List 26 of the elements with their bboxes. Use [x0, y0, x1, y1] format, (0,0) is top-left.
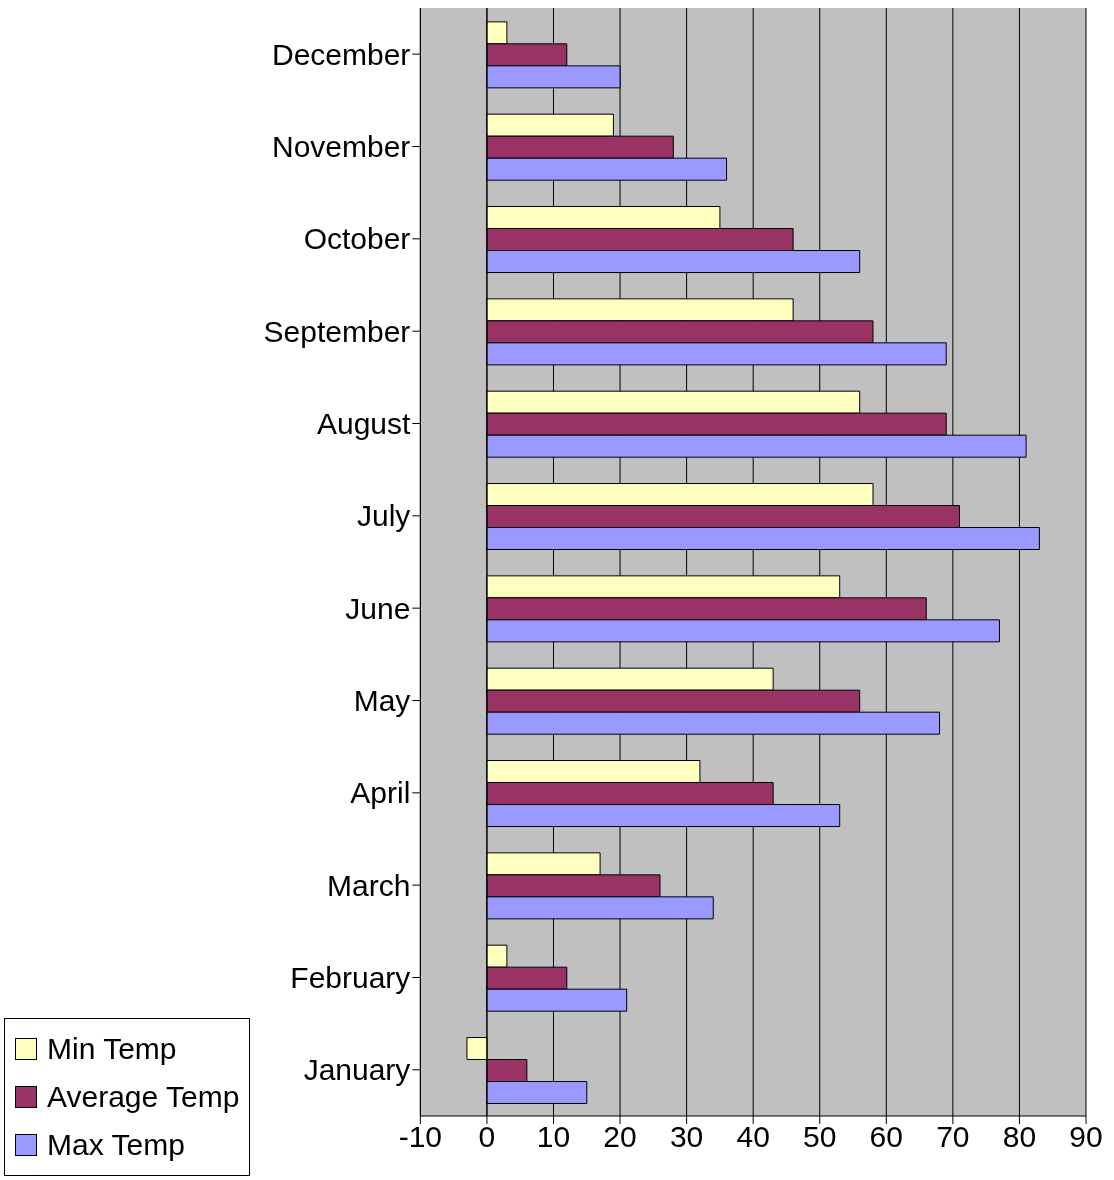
x-tick-label: 80: [1002, 1120, 1037, 1154]
y-tick-label: October: [303, 222, 411, 256]
legend-label: Min Temp: [47, 1032, 177, 1066]
y-tick-label: September: [263, 314, 411, 348]
y-tick-label: March: [327, 868, 411, 902]
x-tick-label: 50: [803, 1120, 837, 1154]
x-tick-label: 10: [536, 1120, 571, 1154]
y-tick-label: January: [303, 1053, 411, 1087]
x-tick-label: 30: [669, 1120, 704, 1154]
x-tick-label: 40: [736, 1120, 770, 1154]
x-tick-label: 20: [603, 1120, 637, 1154]
legend-label: Max Temp: [47, 1128, 185, 1162]
y-tick-label: February: [290, 961, 411, 995]
x-tick-label: 60: [869, 1120, 903, 1154]
y-tick-label: April: [350, 776, 411, 810]
y-tick-label: June: [345, 591, 411, 625]
y-tick-label: December: [271, 37, 411, 71]
y-tick-label: July: [357, 499, 411, 533]
y-tick-label: August: [316, 407, 412, 441]
x-tick-label: -10: [398, 1120, 443, 1154]
legend-label: Average Temp: [47, 1080, 240, 1114]
x-tick-label: 0: [478, 1120, 496, 1154]
y-tick-label: November: [271, 130, 411, 164]
y-tick-label: May: [353, 684, 411, 718]
x-tick-label: 70: [936, 1120, 970, 1154]
x-tick-label: 90: [1069, 1120, 1103, 1154]
